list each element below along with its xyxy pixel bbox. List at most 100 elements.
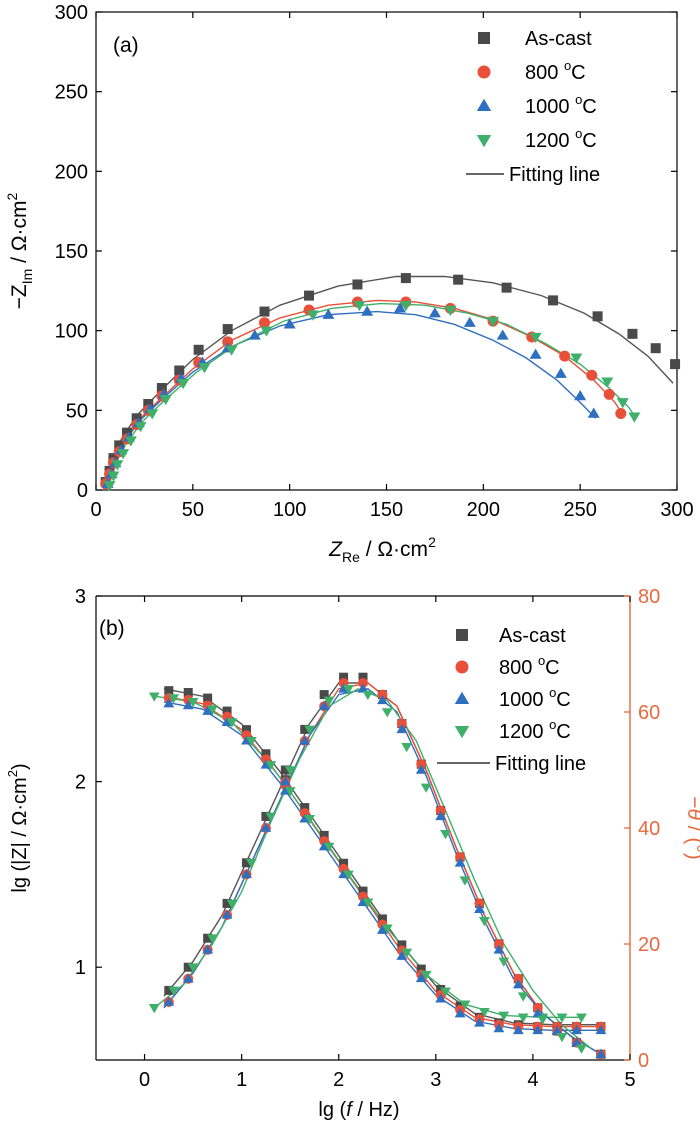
data-point: [415, 972, 427, 983]
data-point: [474, 898, 485, 909]
x-axis-label: ZRe / Ω·cm2: [328, 534, 436, 565]
data-point: [537, 1015, 549, 1025]
series-1000-c-phase: [163, 683, 607, 1058]
data-point: [221, 909, 233, 919]
x-tick-label: 200: [467, 499, 500, 521]
data-point: [436, 984, 446, 994]
data-point: [574, 389, 587, 401]
data-point: [323, 696, 335, 706]
data-point: [304, 814, 315, 825]
data-point: [517, 992, 529, 1002]
data-point: [323, 842, 335, 852]
data-point: [650, 343, 661, 354]
legend-marker-as-cast: [456, 629, 468, 641]
data-point: [556, 1033, 568, 1043]
data-point: [453, 274, 464, 285]
data-point: [559, 350, 571, 362]
legend-label: As-cast: [525, 28, 592, 50]
data-point: [241, 858, 251, 868]
data-point: [493, 944, 505, 954]
data-point: [265, 812, 277, 822]
series-800-c-modulus: [163, 693, 606, 1032]
y-tick-label: 50: [66, 400, 88, 422]
data-point: [571, 1024, 582, 1035]
data-point: [159, 394, 172, 406]
data-point: [163, 996, 175, 1006]
data-point: [318, 700, 330, 710]
data-point: [428, 307, 441, 318]
data-point: [174, 365, 185, 376]
fitting-line-z-e8503a: [163, 695, 601, 1028]
data-point: [306, 310, 319, 321]
fitting-line-e8503a: [103, 299, 624, 491]
data-point: [319, 830, 329, 840]
data-point: [222, 706, 232, 716]
data-point: [339, 672, 349, 682]
legend-label: 800 oC: [525, 58, 586, 84]
data-point: [595, 1048, 607, 1058]
y2-tick-label: 40: [638, 818, 660, 840]
data-point: [187, 698, 199, 708]
panel-a-eis-nyquist: 0 50 100 150 200 250 300 0 50 100 150 200 250 300 (a) Z…: [4, 2, 694, 565]
data-point: [358, 672, 368, 682]
x-tick-label: 1: [236, 1069, 247, 1091]
data-point: [440, 987, 451, 997]
data-point: [498, 1011, 510, 1021]
data-point: [498, 957, 510, 967]
y2-tick-label: 0: [638, 1050, 649, 1072]
legend-label: 800 oC: [499, 653, 560, 679]
data-point: [615, 408, 627, 420]
data-point: [532, 1024, 544, 1035]
data-point: [397, 940, 407, 950]
fitting-line-z-3fb06a: [154, 695, 582, 1019]
legend-marker-1200-c: [476, 134, 492, 148]
data-point: [455, 852, 466, 862]
series-1000-c: [101, 302, 600, 488]
data-point: [114, 440, 125, 451]
data-point: [319, 690, 329, 700]
series-1200-c: [103, 300, 641, 492]
data-point: [261, 749, 271, 759]
legend-label: Fitting line: [509, 164, 600, 186]
data-point: [576, 1044, 587, 1054]
data-point: [283, 318, 296, 329]
data-point: [396, 950, 408, 960]
data-point: [146, 409, 159, 420]
data-point: [501, 282, 512, 293]
data-point: [353, 300, 366, 312]
data-point: [401, 948, 413, 958]
legend-label: 1200 oC: [525, 126, 597, 152]
data-point: [207, 934, 218, 944]
data-point: [377, 689, 388, 700]
legend: As-cast 800 oC 1000 oC 1200 oC Fitting line: [437, 625, 586, 775]
data-point: [300, 724, 310, 734]
data-point: [261, 811, 271, 821]
data-point: [513, 973, 524, 984]
data-point: [279, 776, 291, 786]
data-point: [616, 398, 629, 409]
y-axis-label: lg (|Z| / Ω·cm2): [5, 763, 31, 892]
data-point: [226, 718, 238, 728]
data-point: [551, 1025, 563, 1035]
data-point: [265, 761, 277, 771]
data-point: [156, 383, 167, 394]
data-point: [474, 1017, 485, 1027]
data-point: [570, 353, 583, 364]
fitting-line-phase-2f6fbf: [163, 688, 602, 1055]
data-point: [280, 765, 290, 775]
data-point: [459, 1000, 471, 1010]
data-point: [394, 302, 407, 313]
legend-label: Fitting line: [495, 753, 586, 775]
data-point: [670, 359, 681, 370]
data-point: [226, 899, 238, 909]
data-point: [222, 898, 232, 908]
data-point: [444, 305, 457, 316]
y-tick-label: 300: [55, 2, 88, 24]
data-point: [322, 308, 335, 319]
y2-tick-label: 80: [638, 586, 660, 608]
data-point: [111, 460, 124, 471]
data-point: [164, 985, 174, 995]
legend-label: 1000 oC: [499, 685, 571, 711]
data-point: [121, 427, 132, 438]
data-point: [168, 986, 180, 996]
